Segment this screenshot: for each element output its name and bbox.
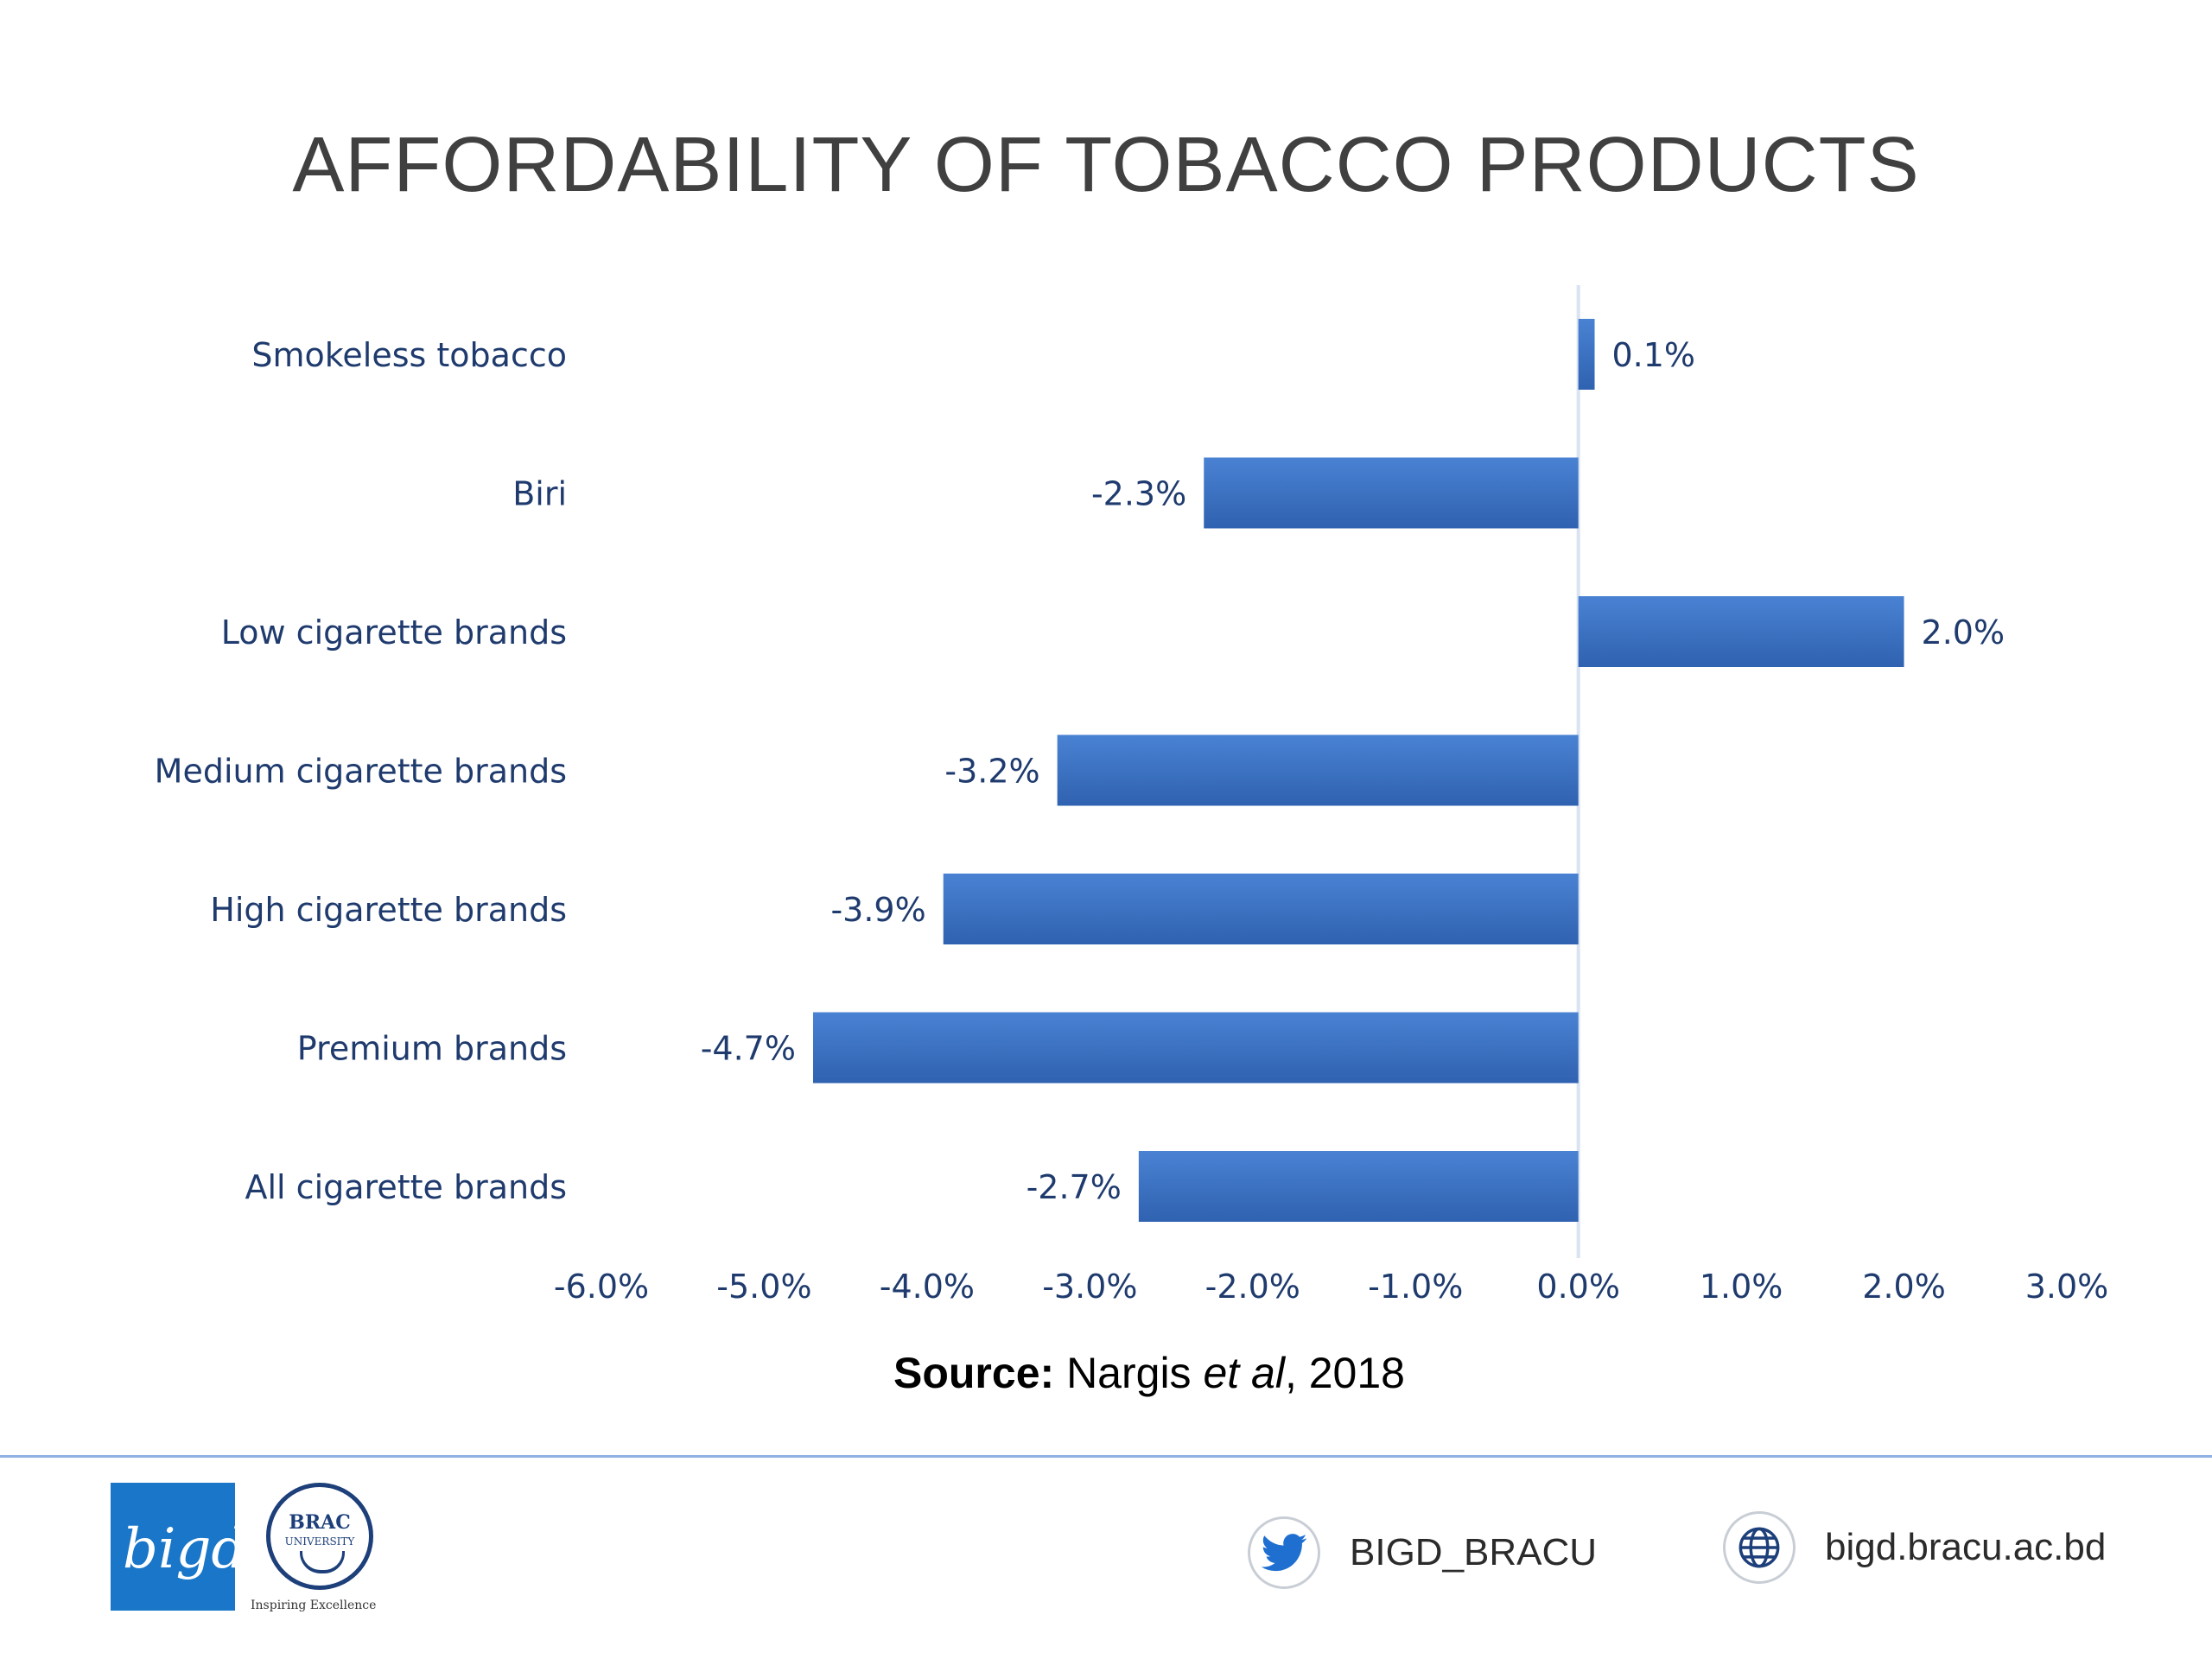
source-prefix: Source: (893, 1349, 1055, 1397)
book-icon (300, 1551, 345, 1573)
source-citation: Source: Nargis et al, 2018 (0, 1348, 2212, 1398)
bar-4 (943, 874, 1579, 944)
website-url: bigd.bracu.ac.bd (1825, 1526, 2107, 1568)
source-author: Nargis (1066, 1349, 1204, 1397)
bar-5 (812, 1012, 1579, 1084)
value-label: -3.2% (944, 753, 1039, 791)
twitter-icon (1248, 1516, 1320, 1589)
value-label: -2.3% (1091, 475, 1186, 513)
category-label: High cigarette brands (210, 891, 567, 929)
brac-logo-line2: UNIVERSITY (284, 1535, 355, 1548)
globe-icon (1723, 1511, 1796, 1584)
x-tick-label: 3.0% (2025, 1268, 2109, 1306)
bar-3 (1057, 734, 1579, 806)
value-label: -3.9% (830, 891, 925, 929)
x-tick-label: -1.0% (1368, 1268, 1463, 1306)
x-tick-label: -3.0% (1042, 1268, 1137, 1306)
bar-chart: Smokeless tobacco Biri Low cigarette brand… (155, 285, 2109, 1306)
bar-0 (1578, 319, 1595, 390)
bar-1 (1204, 457, 1579, 529)
category-label: Smokeless tobacco (251, 336, 567, 374)
category-label: Premium brands (297, 1030, 567, 1068)
x-tick-label: 0.0% (1536, 1268, 1620, 1306)
website-link[interactable]: bigd.bracu.ac.bd (1723, 1509, 2106, 1586)
brac-university-logo: BRAC UNIVERSITY (266, 1483, 373, 1590)
source-etal: et al (1203, 1349, 1285, 1397)
x-tick-label: 2.0% (1862, 1268, 1946, 1306)
bar-6 (1138, 1151, 1579, 1222)
x-tick-label: -6.0% (554, 1268, 649, 1306)
twitter-link[interactable]: BIGD_BRACU (1248, 1514, 1597, 1592)
category-label: Biri (512, 475, 567, 513)
bar-2 (1578, 596, 1904, 667)
footer-divider (0, 1455, 2212, 1458)
value-label: -4.7% (701, 1030, 796, 1068)
twitter-handle: BIGD_BRACU (1350, 1531, 1598, 1573)
category-label: Low cigarette brands (221, 613, 567, 652)
category-label: Medium cigarette brands (155, 753, 567, 791)
x-tick-label: -5.0% (716, 1268, 811, 1306)
value-label: -2.7% (1027, 1168, 1122, 1206)
chart-title: AFFORDABILITY OF TOBACCO PRODUCTS (292, 122, 1920, 208)
bigd-logo-text: bigd (123, 1517, 247, 1581)
value-label: 2.0% (1922, 613, 2005, 652)
bigd-logo: bigd (111, 1483, 246, 1611)
brac-logo-line1: BRAC (289, 1511, 351, 1534)
source-year: , 2018 (1284, 1349, 1405, 1397)
x-tick-label: -2.0% (1205, 1268, 1300, 1306)
x-tick-label: 1.0% (1700, 1268, 1783, 1306)
category-label: All cigarette brands (245, 1168, 567, 1206)
x-tick-label: -4.0% (880, 1268, 975, 1306)
brac-tagline: Inspiring Excellence (251, 1599, 377, 1612)
value-label: 0.1% (1612, 336, 1696, 374)
